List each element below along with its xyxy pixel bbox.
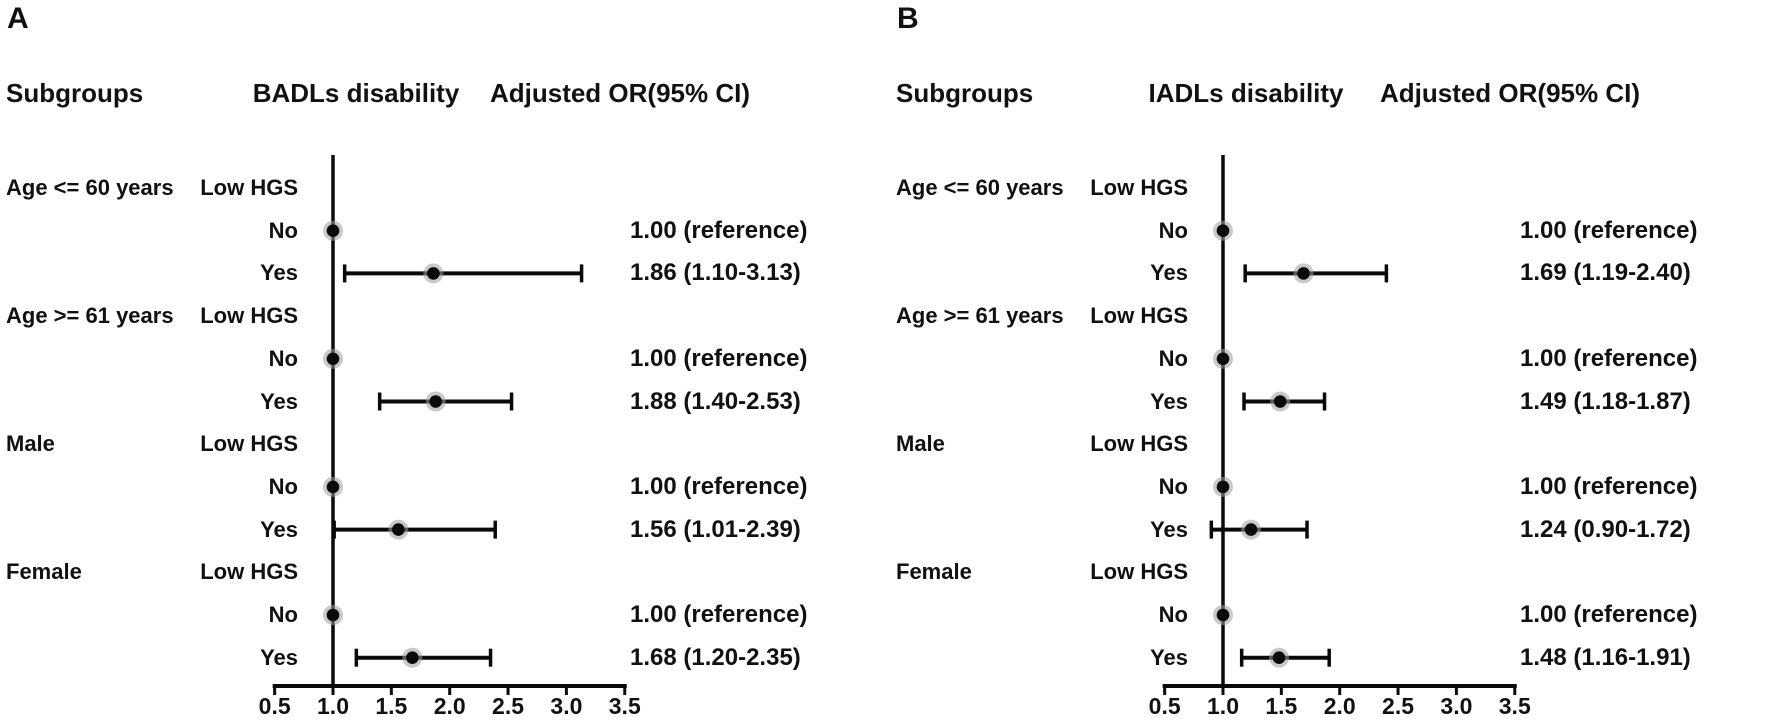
treatment-label: Low HGS bbox=[200, 175, 298, 200]
treatment-label: No bbox=[1158, 473, 1188, 499]
subgroup-label: Male bbox=[6, 431, 55, 457]
axis-tick-label: 2.5 bbox=[492, 693, 525, 719]
or-value: 1.00 (reference) bbox=[630, 601, 808, 628]
adjusted-or-header: Adjusted OR(95% CI) bbox=[1379, 78, 1640, 108]
subgroup-label: Male bbox=[896, 431, 945, 457]
plot-title-iadls: IADLs disability bbox=[1148, 78, 1344, 108]
subgroups-header: Subgroups bbox=[896, 78, 1034, 108]
adjusted-or-header: Adjusted OR(95% CI) bbox=[489, 78, 750, 108]
treatment-label: Low HGS bbox=[200, 431, 298, 457]
point-marker bbox=[392, 523, 405, 536]
treatment-label: Yes bbox=[260, 516, 298, 542]
subgroup-label: Age >= 61 years bbox=[6, 303, 174, 329]
point-marker bbox=[1216, 352, 1230, 366]
point-marker bbox=[326, 480, 340, 494]
treatment-label: Yes bbox=[260, 388, 298, 414]
point-marker bbox=[1272, 651, 1286, 664]
forest-plot-svg-b bbox=[1162, 155, 1517, 695]
axis-tick-label: 1.5 bbox=[375, 693, 408, 719]
treatment-label: Low HGS bbox=[200, 303, 298, 329]
axis-tick-label: 0.5 bbox=[258, 693, 291, 719]
subgroups-header: Subgroups bbox=[6, 78, 144, 108]
panel-b-label: B bbox=[897, 2, 919, 35]
axis-tick-label: 0.5 bbox=[1148, 693, 1181, 719]
or-value: 1.86 (1.10-3.13) bbox=[630, 259, 801, 287]
point-marker bbox=[406, 651, 419, 664]
or-value: 1.00 (reference) bbox=[1520, 344, 1698, 372]
treatment-label: Low HGS bbox=[1090, 303, 1188, 329]
treatment-label: No bbox=[268, 217, 298, 243]
or-value: 1.24 (0.90-1.72) bbox=[1520, 515, 1691, 543]
treatment-label: Low HGS bbox=[1090, 175, 1188, 200]
subgroup-label: Female bbox=[896, 559, 972, 585]
point-marker bbox=[1244, 523, 1258, 536]
treatment-label: No bbox=[1158, 602, 1188, 627]
point-marker bbox=[1297, 267, 1310, 280]
point-marker bbox=[427, 267, 440, 280]
treatment-label: No bbox=[1158, 217, 1188, 243]
or-value: 1.00 (reference) bbox=[1520, 472, 1698, 500]
treatment-label: No bbox=[1158, 345, 1188, 371]
forest-plot-svg-a bbox=[272, 155, 627, 695]
or-value: 1.00 (reference) bbox=[630, 344, 808, 372]
or-value: 1.00 (reference) bbox=[1520, 216, 1698, 244]
treatment-label: No bbox=[268, 345, 298, 371]
treatment-label: Yes bbox=[1150, 516, 1188, 542]
axis-tick-label: 2.0 bbox=[1323, 693, 1356, 719]
treatment-label: Low HGS bbox=[1090, 431, 1188, 457]
treatment-label: Yes bbox=[1150, 644, 1188, 670]
or-value: 1.00 (reference) bbox=[1520, 601, 1698, 628]
axis-tick-label: 1.5 bbox=[1265, 693, 1298, 719]
axis-tick-label: 3.0 bbox=[1440, 693, 1473, 719]
or-value: 1.00 (reference) bbox=[630, 216, 808, 244]
or-value: 1.49 (1.18-1.87) bbox=[1520, 387, 1691, 415]
treatment-label: Yes bbox=[1150, 260, 1188, 286]
point-marker bbox=[1216, 224, 1230, 237]
subgroup-label: Age <= 60 years bbox=[6, 175, 174, 200]
subgroup-label: Age <= 60 years bbox=[896, 175, 1064, 200]
point-marker bbox=[1273, 395, 1287, 408]
point-marker bbox=[1216, 480, 1230, 494]
or-value: 1.48 (1.16-1.91) bbox=[1520, 643, 1691, 671]
treatment-label: Yes bbox=[260, 260, 298, 286]
axis-tick-label: 3.5 bbox=[608, 693, 641, 719]
treatment-label: No bbox=[268, 473, 298, 499]
axis-tick-label: 3.0 bbox=[550, 693, 583, 719]
treatment-label: Yes bbox=[260, 644, 298, 670]
axis-tick-label: 3.5 bbox=[1498, 693, 1531, 719]
axis-tick-label: 1.0 bbox=[317, 693, 349, 719]
or-value: 1.88 (1.40-2.53) bbox=[630, 387, 801, 415]
plot-title-badls: BADLs disability bbox=[252, 78, 460, 108]
or-value: 1.68 (1.20-2.35) bbox=[630, 643, 801, 671]
treatment-label: No bbox=[268, 602, 298, 627]
panel-b: B Subgroups IADLs disability Adjusted OR… bbox=[890, 0, 1772, 727]
panel-a-label: A bbox=[7, 2, 29, 35]
or-value: 1.00 (reference) bbox=[630, 472, 808, 500]
or-value: 1.56 (1.01-2.39) bbox=[630, 515, 801, 543]
point-marker bbox=[326, 224, 340, 237]
panel-a: A Subgroups BADLs disability Adjusted OR… bbox=[0, 0, 882, 727]
point-marker bbox=[326, 352, 340, 366]
point-marker bbox=[429, 395, 442, 408]
treatment-label: Low HGS bbox=[1090, 559, 1188, 585]
treatment-label: Yes bbox=[1150, 388, 1188, 414]
point-marker bbox=[326, 608, 340, 622]
or-value: 1.69 (1.19-2.40) bbox=[1520, 259, 1691, 287]
axis-tick-label: 2.5 bbox=[1382, 693, 1415, 719]
subgroup-label: Female bbox=[6, 559, 82, 585]
treatment-label: Low HGS bbox=[200, 559, 298, 585]
subgroup-label: Age >= 61 years bbox=[896, 303, 1064, 329]
axis-tick-label: 1.0 bbox=[1207, 693, 1239, 719]
axis-tick-label: 2.0 bbox=[433, 693, 466, 719]
point-marker bbox=[1216, 608, 1230, 622]
